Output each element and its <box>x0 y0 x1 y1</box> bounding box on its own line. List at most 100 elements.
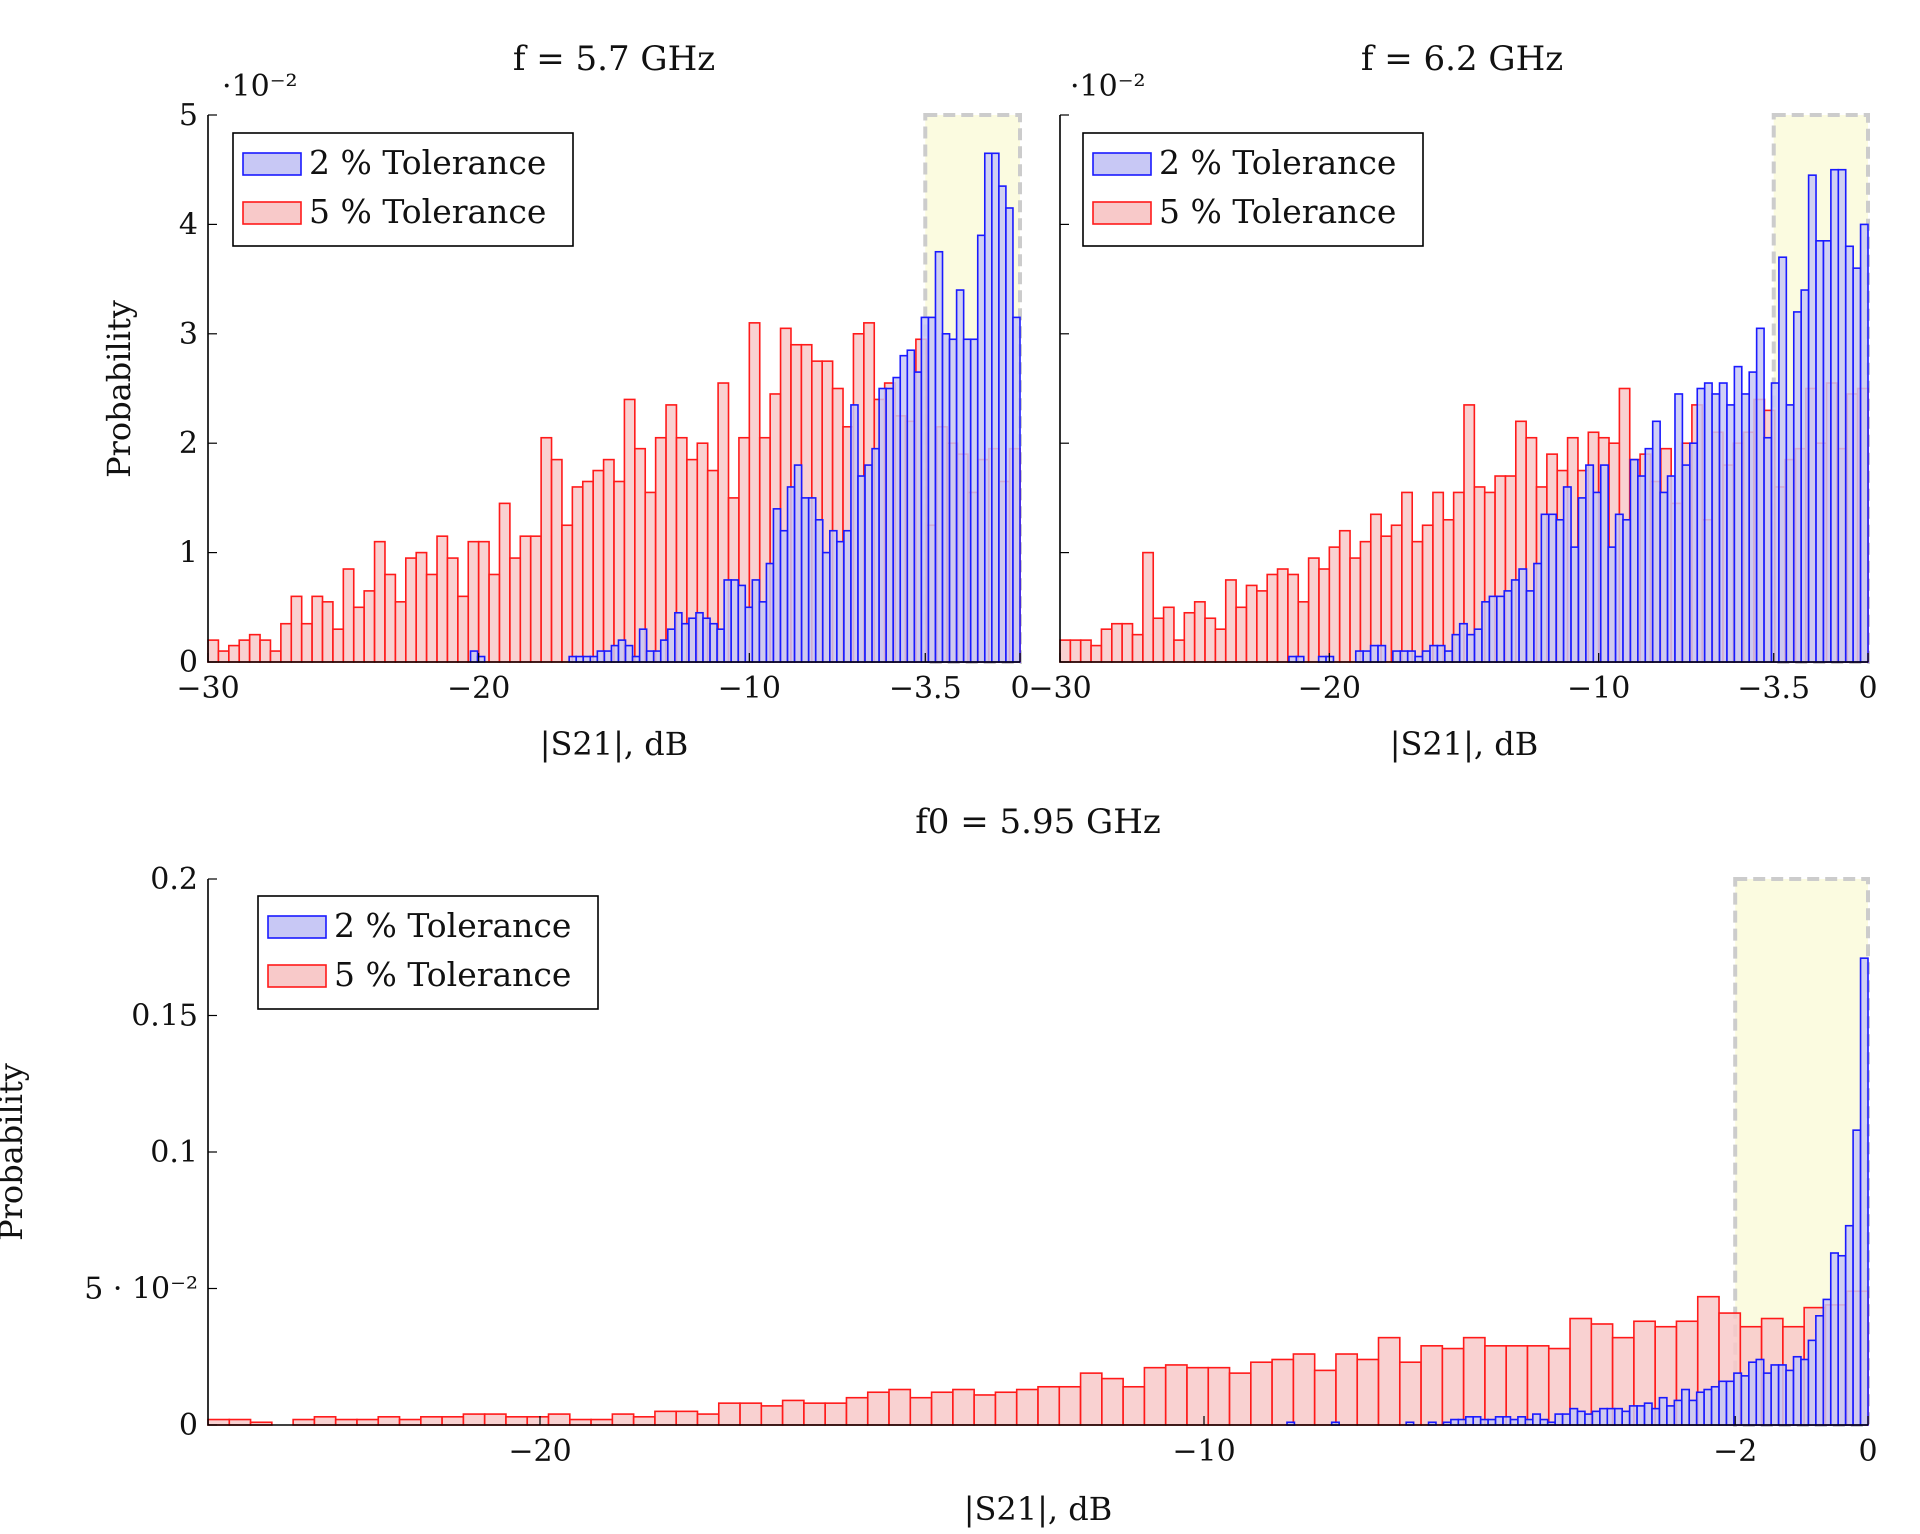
bar-5-percent <box>1186 1366 1210 1426</box>
bar-2-percent <box>1509 1418 1519 1426</box>
bar-2-percent <box>1362 650 1372 663</box>
bar-5-percent <box>228 644 241 663</box>
bar-5-percent <box>1224 579 1237 663</box>
x-tick-label: −10 <box>1172 1434 1235 1469</box>
bar-5-percent <box>1307 557 1320 663</box>
bar-5-percent <box>290 595 303 663</box>
y-tick-label: 0.15 <box>131 999 198 1034</box>
bar-2-percent <box>638 628 648 663</box>
bar-2-percent <box>1778 256 1788 663</box>
bar-5-percent <box>561 524 574 663</box>
bar-2-percent <box>878 387 887 663</box>
bar-2-percent <box>1695 1391 1705 1426</box>
bar-2-percent <box>1599 1407 1609 1426</box>
bar-2-percent <box>1466 633 1476 663</box>
bar-5-percent <box>1256 590 1268 663</box>
bar-5-percent <box>1037 1385 1061 1426</box>
bar-2-percent <box>1622 518 1632 663</box>
bar-2-percent <box>1696 387 1706 663</box>
series-2-percent <box>1286 957 1869 1426</box>
bar-5-percent <box>441 1416 465 1426</box>
bar-5-percent <box>1214 628 1227 663</box>
bar-2-percent <box>1406 650 1416 663</box>
bar-5-percent <box>498 502 511 663</box>
bar-2-percent <box>1666 1405 1676 1426</box>
bar-2-percent <box>1458 622 1468 663</box>
bar-5-percent <box>415 551 428 663</box>
bar-2-percent <box>1740 393 1751 663</box>
legend-swatch-5-percent <box>242 201 302 225</box>
bar-2-percent <box>1643 1402 1653 1426</box>
bar-2-percent <box>1681 464 1691 663</box>
bar-5-percent <box>1462 1336 1486 1426</box>
bar-5-percent <box>781 1399 805 1426</box>
bar-2-percent <box>1673 1399 1683 1426</box>
bar-2-percent <box>1830 168 1840 663</box>
bar-2-percent <box>1859 957 1869 1426</box>
y-axis-label: Probability <box>100 300 138 478</box>
bar-2-percent <box>1837 168 1847 663</box>
bar-2-percent <box>1703 1388 1713 1426</box>
bar-5-percent <box>425 573 438 663</box>
bar-2-percent <box>723 579 732 663</box>
bar-2-percent <box>681 622 690 663</box>
bar-2-percent <box>1444 650 1454 663</box>
legend-label-2-percent: 2 % Tolerance <box>309 143 546 182</box>
bar-5-percent <box>973 1394 997 1426</box>
bar-2-percent <box>948 338 958 663</box>
bar-5-percent <box>384 573 397 663</box>
series-5-percent <box>207 1290 1869 1426</box>
x-axis-label: |S21|, dB <box>540 725 689 763</box>
bar-2-percent <box>652 650 662 663</box>
bar-5-percent <box>1271 1358 1295 1426</box>
bar-5-percent <box>654 436 667 663</box>
bar-2-percent <box>1570 546 1580 663</box>
bar-2-percent <box>1621 1410 1631 1426</box>
bar-2-percent <box>1576 1410 1586 1426</box>
bar-2-percent <box>1770 382 1780 663</box>
bar-5-percent <box>373 540 386 663</box>
bar-2-percent <box>624 644 634 663</box>
bar-2-percent <box>913 371 923 663</box>
bar-2-percent <box>899 354 909 663</box>
y-multiplier: ·10⁻² <box>222 69 298 104</box>
bar-5-percent <box>590 1418 614 1426</box>
bar-5-percent <box>488 573 501 663</box>
bar-2-percent <box>1450 1418 1460 1426</box>
bar-5-percent <box>1101 1377 1124 1426</box>
bar-5-percent <box>207 1418 231 1426</box>
bar-2-percent <box>927 316 937 663</box>
bar-5-percent <box>1235 606 1248 663</box>
y-tick-label: 0 <box>179 1408 198 1443</box>
bar-2-percent <box>1481 601 1491 663</box>
bar-2-percent <box>1718 382 1728 663</box>
bar-2-percent <box>645 650 655 663</box>
chart-top-right: −30 −20 −10 −3.5 0 ·10⁻² f = 6.2 GHz |S21|, dB 2… <box>1028 39 1877 763</box>
bar-5-percent <box>1152 617 1165 663</box>
bar-2-percent <box>674 611 683 663</box>
x-tick-label: −10 <box>1567 671 1630 706</box>
bar-5-percent <box>1079 1372 1103 1426</box>
bar-5-percent <box>632 1416 656 1426</box>
bar-2-percent <box>730 579 740 663</box>
bar-5-percent <box>321 601 334 663</box>
bar-5-percent <box>248 633 261 663</box>
bar-5-percent <box>1421 524 1434 663</box>
bar-5-percent <box>547 1413 571 1426</box>
bar-2-percent <box>1651 420 1661 663</box>
bar-5-percent <box>866 1391 890 1426</box>
bar-5-percent <box>477 540 490 663</box>
bar-2-percent <box>941 332 951 663</box>
legend-label-2-percent: 2 % Tolerance <box>334 906 571 945</box>
bar-2-percent <box>1659 491 1669 663</box>
bar-5-percent <box>313 1416 337 1426</box>
bar-5-percent <box>1266 573 1279 663</box>
bar-5-percent <box>675 1410 699 1426</box>
bar-2-percent <box>1711 393 1721 663</box>
y-tick-label: 4 <box>179 207 198 242</box>
bar-5-percent <box>436 535 449 663</box>
bar-2-percent <box>976 234 986 663</box>
bar-2-percent <box>843 529 852 663</box>
bar-2-percent <box>1288 655 1298 663</box>
